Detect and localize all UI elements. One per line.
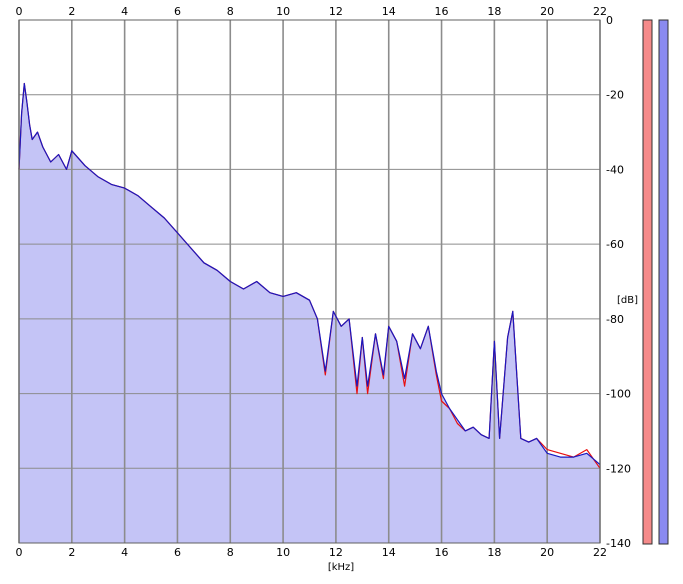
x-tick-label-bottom: 12 [329,546,343,559]
y-tick-label: -20 [606,89,624,102]
x-tick-label-top: 8 [227,5,234,18]
x-tick-label-top: 16 [435,5,449,18]
x-tick-label-bottom: 10 [276,546,290,559]
y-axis-label: [dB] [617,295,638,306]
plot-frame [18,19,601,544]
x-axis-label: [kHz] [328,562,354,573]
x-tick-label-top: 10 [276,5,290,18]
x-tick-label-top: 2 [68,5,75,18]
y-tick-label: -80 [606,313,624,326]
x-tick-label-top: 4 [121,5,128,18]
x-tick-label-bottom: 6 [174,546,181,559]
x-tick-label-bottom: 8 [227,546,234,559]
x-tick-label-top: 20 [540,5,554,18]
y-tick-label: -100 [606,388,631,401]
right-channel-line [18,82,601,466]
x-tick-label-bottom: 2 [68,546,75,559]
x-tick-label-top: 18 [487,5,501,18]
x-tick-label-bottom: 20 [540,546,554,559]
level-meter-left [642,19,653,545]
x-tick-label-top: 6 [174,5,181,18]
x-tick-label-top: 22 [593,5,607,18]
x-tick-label-top: 0 [16,5,23,18]
x-tick-label-bottom: 18 [487,546,501,559]
x-tick-label-bottom: 16 [435,546,449,559]
y-tick-label: -140 [606,537,631,550]
y-tick-label: 0 [606,14,613,27]
y-tick-label: -40 [606,163,624,176]
y-tick-label: -60 [606,238,624,251]
level-meter-right [658,19,669,545]
x-tick-label-top: 14 [382,5,396,18]
x-tick-label-bottom: 0 [16,546,23,559]
x-tick-label-top: 12 [329,5,343,18]
x-tick-label-bottom: 22 [593,546,607,559]
spectrum-fill [19,83,600,543]
x-tick-label-bottom: 4 [121,546,128,559]
y-tick-label: -120 [606,462,631,475]
x-tick-label-bottom: 14 [382,546,396,559]
